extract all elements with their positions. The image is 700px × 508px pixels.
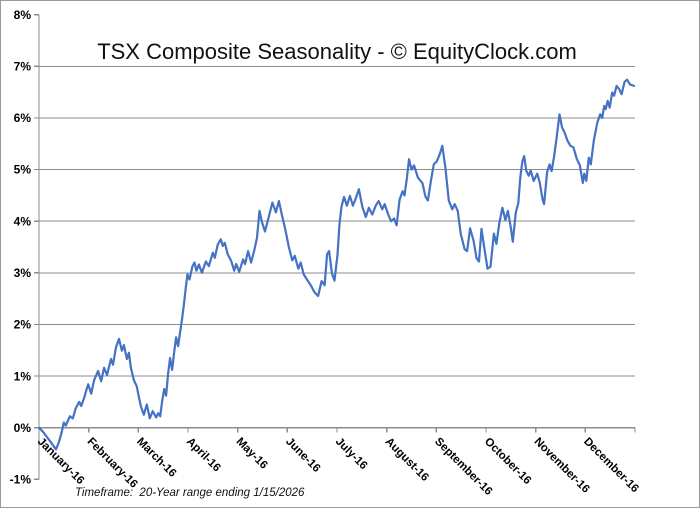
y-tick-label: 0%: [14, 421, 32, 435]
y-tick-label: 3%: [14, 266, 32, 280]
x-tick-label: January-16: [35, 436, 86, 487]
x-tick-label: March-16: [134, 436, 178, 480]
chart-title: TSX Composite Seasonality - © EquityCloc…: [97, 39, 577, 64]
x-tick-label: October-16: [482, 436, 533, 487]
x-tick-label: June-16: [283, 436, 322, 475]
y-tick-label: 7%: [14, 60, 32, 74]
seasonality-line: [37, 78, 636, 451]
y-tick-label: 5%: [14, 163, 32, 177]
y-tick-label: 1%: [14, 369, 32, 383]
timeframe-caption: Timeframe: 20-Year range ending 1/15/202…: [75, 487, 305, 499]
y-tick-label: 4%: [14, 214, 32, 228]
y-tick-label: -1%: [10, 473, 32, 487]
x-tick-label: February-16: [85, 436, 140, 491]
y-tick-label: 8%: [14, 8, 32, 22]
x-tick-label: April-16: [184, 436, 223, 475]
x-tick-label: May-16: [234, 436, 270, 472]
y-tick-label: 6%: [14, 111, 32, 125]
x-tick-label: July-16: [333, 436, 370, 473]
x-tick-label: August-16: [383, 436, 431, 484]
y-tick-label: 2%: [14, 318, 32, 332]
